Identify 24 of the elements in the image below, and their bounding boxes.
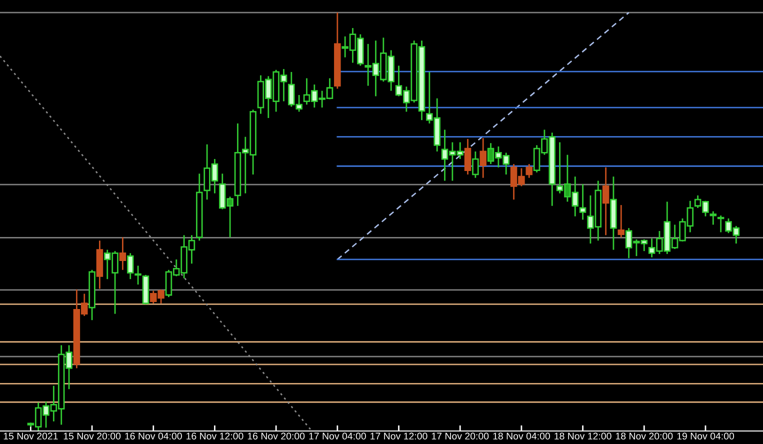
x-tick-label: 18 Nov 04:00: [493, 432, 550, 440]
candlestick: [480, 137, 486, 179]
x-tick-label: 19 Nov 04:00: [677, 432, 734, 440]
x-tick-label: 15 Nov 20:00: [64, 432, 121, 440]
candlestick: [472, 150, 479, 179]
candlestick: [464, 138, 472, 176]
x-tick-label: 16 Nov 04:00: [125, 432, 182, 440]
candlestick: [579, 183, 586, 220]
x-tick-label: 18 Nov 20:00: [616, 432, 673, 440]
candlestick: [717, 214, 724, 233]
x-tick-label: 17 Nov 20:00: [432, 432, 489, 440]
x-tick-label: 16 Nov 20:00: [248, 432, 305, 440]
candlestick: [526, 163, 532, 179]
candlestick: [710, 210, 717, 226]
x-tick-label: 15 Nov 2021: [4, 432, 58, 440]
candlestick: [126, 252, 134, 280]
candlestick: [602, 166, 610, 236]
candlestick: [618, 204, 625, 238]
x-tick-label: 16 Nov 12:00: [186, 432, 244, 440]
candlestick: [119, 236, 126, 271]
candlestick: [134, 265, 142, 286]
x-tick-label: 17 Nov 04:00: [309, 432, 366, 440]
x-tick-label: 17 Nov 12:00: [370, 432, 428, 440]
x-tick-label: 18 Nov 12:00: [554, 432, 612, 440]
